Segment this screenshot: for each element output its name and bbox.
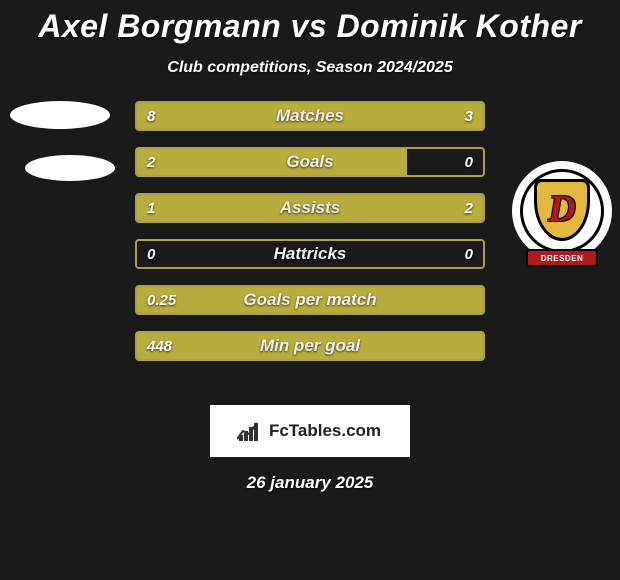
stat-row: 1Assists2	[135, 193, 485, 223]
attribution-chart-icon	[239, 421, 263, 441]
date: 26 january 2025	[0, 473, 620, 493]
stat-bars: 8Matches32Goals01Assists20Hattricks00.25…	[135, 101, 485, 377]
stat-row: 0Hattricks0	[135, 239, 485, 269]
stat-row: 2Goals0	[135, 147, 485, 177]
player-left-placeholder-1	[10, 101, 110, 129]
page-title: Axel Borgmann vs Dominik Kother	[0, 0, 620, 45]
stat-row: 448Min per goal	[135, 331, 485, 361]
stat-value-right: 2	[465, 195, 473, 221]
stat-label: Assists	[137, 195, 483, 221]
player-left-placeholder-2	[25, 155, 115, 181]
stat-label: Hattricks	[137, 241, 483, 267]
stat-label: Matches	[137, 103, 483, 129]
stat-row: 0.25Goals per match	[135, 285, 485, 315]
stat-label: Min per goal	[137, 333, 483, 359]
stat-value-right: 0	[465, 149, 473, 175]
stat-value-right: 0	[465, 241, 473, 267]
stat-row: 8Matches3	[135, 101, 485, 131]
stat-value-right: 3	[465, 103, 473, 129]
crest-letter: D	[548, 190, 575, 228]
chart-area: D DRESDEN 8Matches32Goals01Assists20Hatt…	[0, 101, 620, 401]
crest-ribbon-text: DRESDEN	[541, 254, 584, 263]
attribution-text: FcTables.com	[269, 421, 381, 441]
attribution-box: FcTables.com	[210, 405, 410, 457]
subtitle: Club competitions, Season 2024/2025	[0, 59, 620, 77]
stat-label: Goals	[137, 149, 483, 175]
club-crest: D DRESDEN	[512, 161, 612, 261]
stat-label: Goals per match	[137, 287, 483, 313]
